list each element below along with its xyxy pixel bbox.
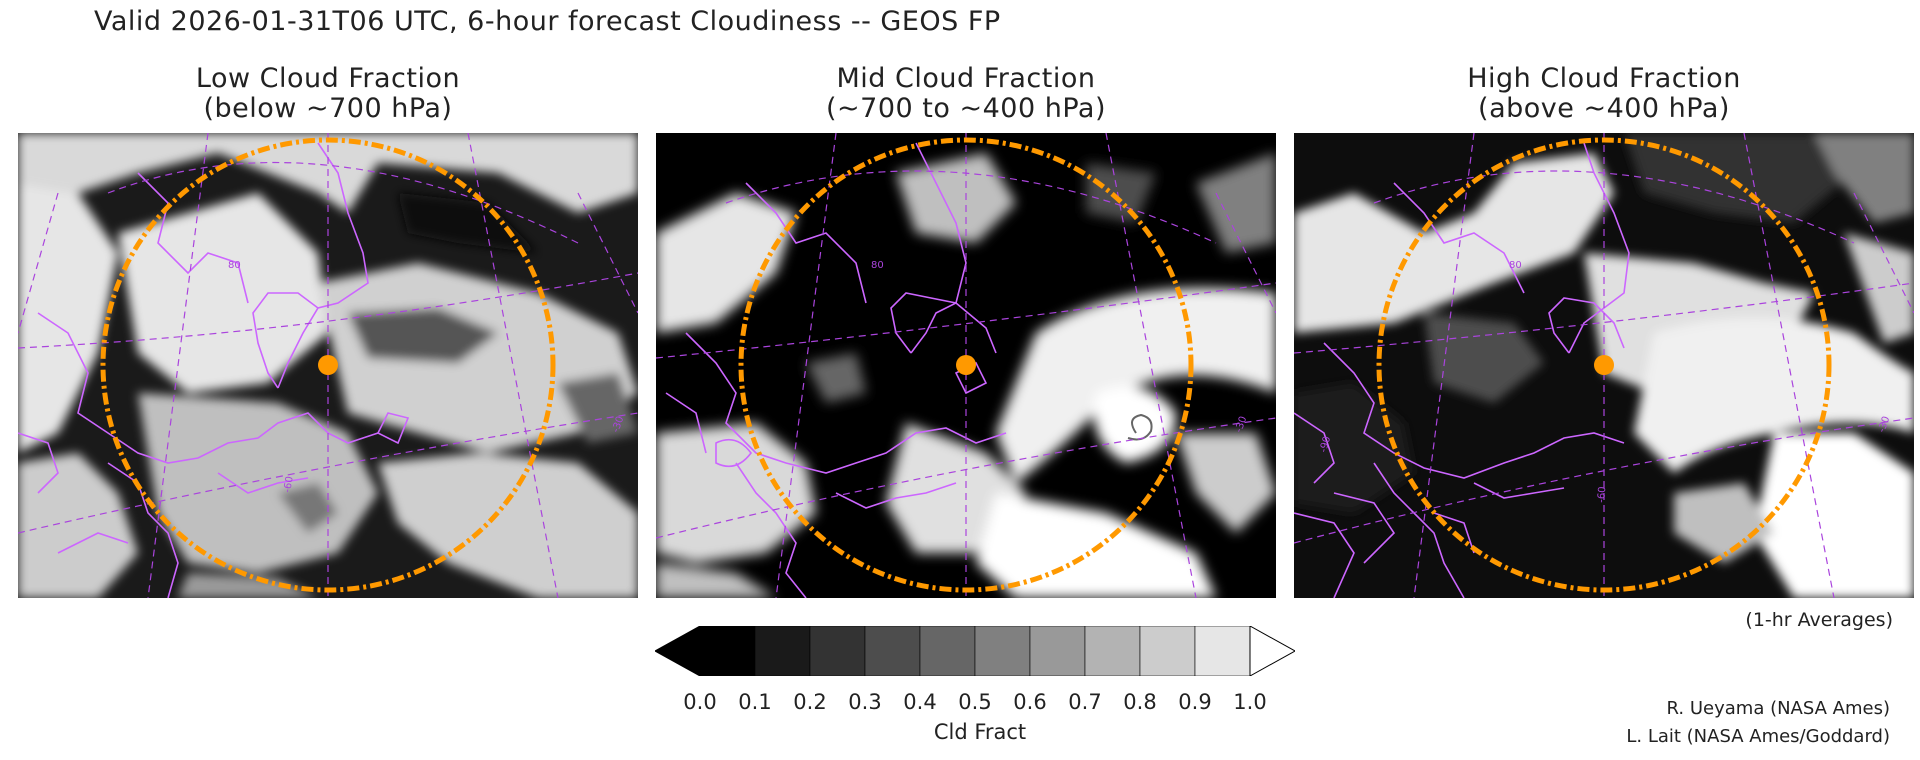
range-ring-high [1376, 137, 1832, 593]
colorbar-box [699, 626, 756, 676]
colorbar-over-arrow [1249, 626, 1295, 676]
coastlines-high [1294, 142, 1630, 598]
lon-label-30-mid: -30 [1233, 415, 1249, 434]
lon-label-30-low: -30 [610, 415, 626, 434]
colorbar-tick-label: 1.0 [1233, 690, 1267, 714]
credit-line-1: R. Ueyama (NASA Ames) [1666, 698, 1890, 719]
colorbar-box [1029, 626, 1086, 676]
colorbar-tick-label: 0.7 [1068, 690, 1102, 714]
colorbar-box [1194, 626, 1251, 676]
lat-label-80-mid: 80 [871, 260, 884, 271]
cloud-field-low [18, 133, 638, 598]
colorbar-box [864, 626, 921, 676]
colorbar-tick-label: 0.9 [1178, 690, 1212, 714]
panel-title-high: High Cloud Fraction (above ~400 hPa) [1294, 64, 1914, 124]
lat-label-80-low: 80 [228, 260, 241, 271]
panel-title-mid-line2: (~700 to ~400 hPa) [826, 93, 1106, 124]
colorbar-tick-label: 0.8 [1123, 690, 1157, 714]
range-ring-low [100, 137, 556, 593]
page-title: Valid 2026-01-31T06 UTC, 6-hour forecast… [94, 6, 1001, 37]
colorbar-label: Cld Fract [933, 720, 1027, 744]
colorbar-box [754, 626, 811, 676]
map-panel-low: 80 -60 -30 [18, 133, 638, 598]
averaging-note: (1-hr Averages) [1745, 609, 1893, 631]
colorbar [655, 626, 1295, 676]
colorbar-box [1084, 626, 1141, 676]
colorbar-tick-label: 0.6 [1013, 690, 1047, 714]
map-low: 80 -60 -30 [18, 133, 638, 598]
credit-line-2: L. Lait (NASA Ames/Goddard) [1626, 726, 1890, 747]
colorbar-tick-label: 0.0 [683, 690, 717, 714]
panel-title-low-line2: (below ~700 hPa) [203, 93, 453, 124]
graticule-high [1294, 133, 1914, 598]
lon-label-60-high: -60 [1596, 486, 1608, 503]
colorbar-box [809, 626, 866, 676]
panel-title-high-line2: (above ~400 hPa) [1478, 93, 1730, 124]
colorbar-tick-label: 0.3 [848, 690, 882, 714]
map-panel-mid: 80 -30 [656, 133, 1276, 598]
colorbar-box [1139, 626, 1196, 676]
map-high: 80 -90 -60 -30 [1294, 133, 1914, 598]
lon-label-60-low: -60 [282, 476, 296, 494]
colorbar-tick-label: 0.4 [903, 690, 937, 714]
colorbar-box [974, 626, 1031, 676]
panel-title-mid-line1: Mid Cloud Fraction [836, 63, 1096, 94]
panel-title-low-line1: Low Cloud Fraction [195, 63, 461, 94]
colorbar-under-arrow [655, 626, 701, 676]
colorbar-tick-label: 0.5 [958, 690, 992, 714]
range-ring-mid [738, 137, 1194, 593]
colorbar-tick-label: 0.1 [738, 690, 772, 714]
map-mid: 80 -30 [656, 133, 1276, 598]
lat-label-80-high: 80 [1509, 260, 1522, 271]
colorbar-tick-label: 0.2 [793, 690, 827, 714]
cloud-field-high [1294, 133, 1914, 598]
lon-label-90-high: -90 [1318, 435, 1333, 454]
panel-title-low: Low Cloud Fraction (below ~700 hPa) [18, 64, 638, 124]
site-marker-high [1594, 355, 1614, 375]
site-marker-mid [956, 355, 976, 375]
colorbar-ticks: 0.0 0.1 0.2 0.3 0.4 0.5 0.6 0.7 0.8 0.9 1.0 [683, 690, 1266, 720]
panel-title-mid: Mid Cloud Fraction (~700 to ~400 hPa) [656, 64, 1276, 124]
colorbar-box [919, 626, 976, 676]
map-panel-high: 80 -90 -60 -30 [1294, 133, 1914, 598]
site-marker-low [318, 355, 338, 375]
cloud-field-mid [656, 153, 1276, 598]
lon-label-30-high: -30 [1876, 415, 1892, 434]
panel-title-high-line1: High Cloud Fraction [1467, 63, 1741, 94]
